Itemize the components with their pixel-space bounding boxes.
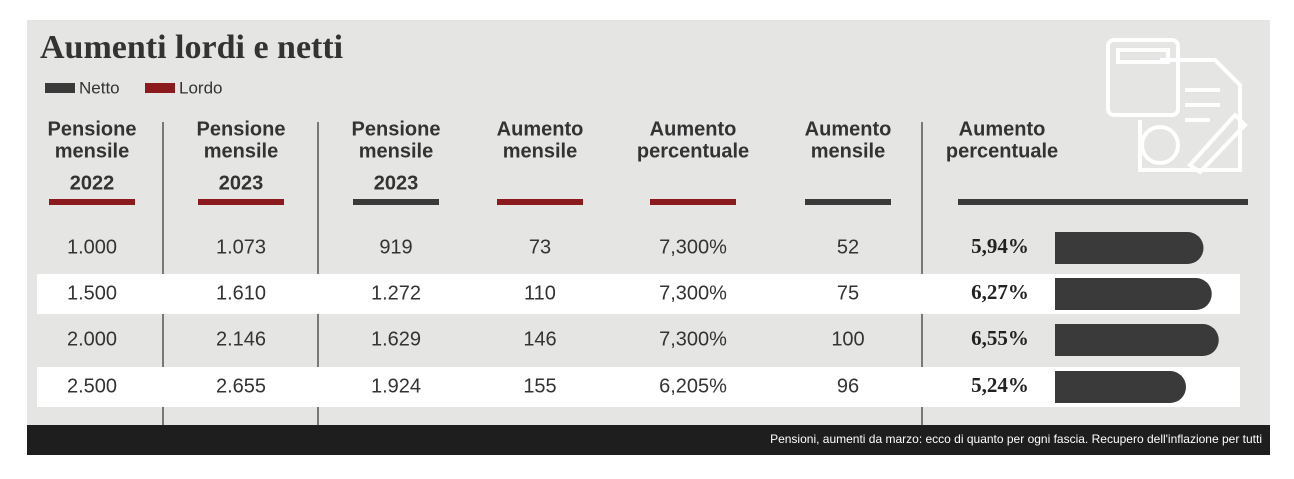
cell: 7,300% — [659, 236, 727, 258]
header-underline — [49, 199, 135, 205]
cell: 7,300% — [659, 328, 727, 350]
column-header: Pensione — [48, 118, 137, 140]
cell: 1.073 — [216, 236, 266, 258]
cell: 6,205% — [659, 375, 727, 397]
calculator-icon — [1106, 38, 1248, 175]
header-underline — [497, 199, 583, 205]
header-underline — [650, 199, 736, 205]
column-header: percentuale — [637, 140, 749, 162]
legend-label: Lordo — [179, 78, 222, 97]
column-header: Aumento — [959, 118, 1046, 140]
cell: 110 — [524, 282, 556, 304]
cell: 100 — [831, 328, 864, 350]
percent: 6,55% — [971, 326, 1029, 350]
cell: 52 — [837, 236, 859, 258]
cell: 2.000 — [67, 328, 117, 350]
cell: 1.500 — [67, 282, 117, 304]
column-header: 2023 — [219, 172, 264, 194]
header-underline — [353, 199, 439, 205]
cell: 155 — [523, 375, 556, 397]
legend-swatch — [45, 83, 75, 93]
cell: 1.000 — [67, 236, 117, 258]
cell: 7,300% — [659, 282, 727, 304]
column-header: mensile — [503, 140, 577, 162]
caption: Pensioni, aumenti da marzo: ecco di quan… — [770, 432, 1262, 446]
percent: 6,27% — [971, 280, 1029, 304]
column-header: Pensione — [197, 118, 286, 140]
legend-swatch — [145, 83, 175, 93]
bar — [1055, 278, 1212, 310]
column-header: mensile — [359, 140, 433, 162]
cell: 73 — [529, 236, 551, 258]
bar — [1055, 324, 1219, 356]
cell: 96 — [837, 375, 859, 397]
row-background — [37, 274, 1240, 314]
column-header: 2022 — [70, 172, 115, 194]
percent: 5,24% — [971, 373, 1029, 397]
row-background — [37, 367, 1240, 407]
column-header: Aumento — [497, 118, 584, 140]
column-header: Aumento — [650, 118, 737, 140]
column-header: 2023 — [374, 172, 419, 194]
caption-bar — [27, 425, 1270, 455]
percent: 5,94% — [971, 234, 1029, 258]
cell: 919 — [379, 236, 412, 258]
cell: 1.610 — [216, 282, 266, 304]
column-header: Aumento — [805, 118, 892, 140]
cell: 75 — [837, 282, 859, 304]
column-header: mensile — [811, 140, 885, 162]
bar — [1055, 232, 1204, 264]
column-header: mensile — [55, 140, 129, 162]
column-header: Pensione — [352, 118, 441, 140]
cell: 1.272 — [371, 282, 421, 304]
bar — [1055, 371, 1186, 403]
cell: 1.629 — [371, 328, 421, 350]
column-header: percentuale — [946, 140, 1058, 162]
header-underline — [198, 199, 284, 205]
column-header: mensile — [204, 140, 278, 162]
header-underline — [958, 199, 1248, 205]
cell: 2.146 — [216, 328, 266, 350]
cell: 2.500 — [67, 375, 117, 397]
title: Aumenti lordi e netti — [40, 29, 343, 66]
cell: 146 — [523, 328, 556, 350]
legend-label: Netto — [79, 78, 120, 97]
cell: 2.655 — [216, 375, 266, 397]
cell: 1.924 — [371, 375, 421, 397]
header-underline — [805, 199, 891, 205]
